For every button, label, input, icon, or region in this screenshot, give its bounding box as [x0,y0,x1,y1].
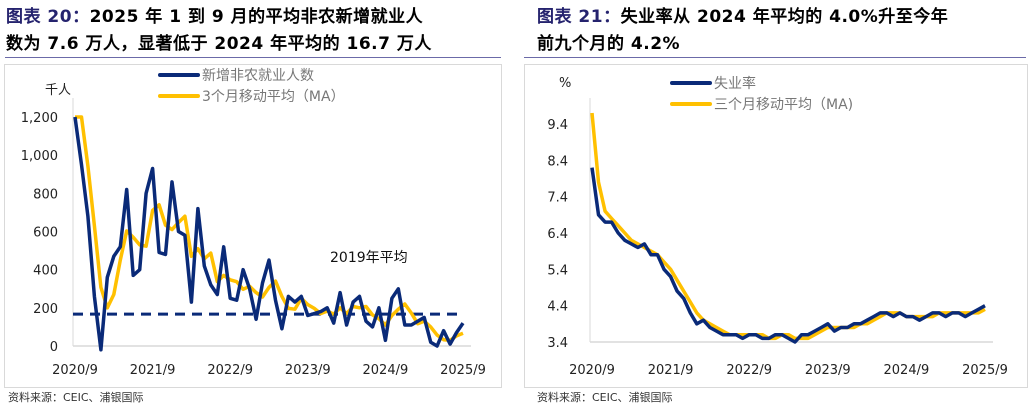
left-title-label: 图表 20： [6,7,90,27]
chart1-ytick-label: 3.4 [547,336,568,351]
right-title-label: 图表 21： [537,7,621,27]
left-chart-frame [4,64,502,388]
left-source: 资料来源：CEIC、浦银国际 [8,391,144,404]
chart0-xtick-label: 2020/9 [52,363,98,378]
chart1-ytick-label: 7.4 [547,191,568,206]
chart0-xtick-label: 2025/9 [440,363,486,378]
chart1-ytick-label: 4.4 [547,300,568,315]
right-title-line1: 失业率从 2024 年平均的 4.0%升至今年 [620,7,949,27]
chart1-ytick-label: 5.4 [547,263,568,278]
chart0-legend-label-0: 新增非农就业人数 [202,68,314,84]
chart1-legend-label-1: 三个月移动平均（MA) [714,97,853,113]
chart1-series-line-0 [590,167,986,344]
left-title-rule [5,57,501,58]
chart0-reference-label: 2019年平均 [330,250,408,266]
right-title-rule [524,57,1026,58]
right-title-line2: 前九个月的 4.2% [537,34,681,54]
chart0-ytick-label: 800 [33,187,58,202]
chart0-xtick-label: 2022/9 [207,363,253,378]
chart1-legend-label-0: 失业率 [714,75,756,92]
chart0-xtick-label: 2021/9 [130,363,176,378]
chart0-ytick-label: 1,200 [21,111,58,126]
right-chart-frame [524,64,1028,388]
chart0-ytick-label: 600 [33,226,58,241]
chart1-series-line-1 [590,112,986,341]
chart0-ytick-label: 200 [33,302,58,317]
chart0-series-line-1 [75,115,464,343]
chart0-xtick-label: 2024/9 [363,363,409,378]
right-source: 资料来源：CEIC、浦银国际 [537,391,673,404]
chart1-xtick-label: 2020/9 [569,363,615,378]
chart0-ytick-label: 1,000 [21,149,58,164]
chart1-ytick-label: 8.4 [547,154,568,169]
chart0-xtick-label: 2023/9 [285,363,331,378]
left-title-line1: 2025 年 1 到 9 月的平均非农新增就业人 [89,7,424,27]
chart1-y-unit-label: % [559,76,571,91]
chart1-xtick-label: 2023/9 [805,363,851,378]
chart0-series-line-0 [73,116,465,352]
chart1-ytick-label: 6.4 [547,227,568,242]
chart1-xtick-label: 2022/9 [726,363,772,378]
chart1-xtick-label: 2021/9 [648,363,694,378]
chart1-ytick-label: 9.4 [547,118,568,133]
chart0-ytick-label: 0 [50,340,58,355]
left-title-line2: 数为 7.6 万人，显著低于 2024 年平均的 16.7 万人 [6,34,432,54]
chart1-xtick-label: 2024/9 [884,363,930,378]
chart1-xtick-label: 2025/9 [962,363,1008,378]
left-chart-title: 图表 20：2025 年 1 到 9 月的平均非农新增就业人 数为 7.6 万人… [6,4,432,58]
chart0-ytick-label: 400 [33,264,58,279]
chart0-legend-label-1: 3个月移动平均（MA） [202,89,345,105]
chart0-y-unit-label: 千人 [45,83,71,98]
right-chart-title: 图表 21：失业率从 2024 年平均的 4.0%升至今年 前九个月的 4.2% [537,4,948,58]
